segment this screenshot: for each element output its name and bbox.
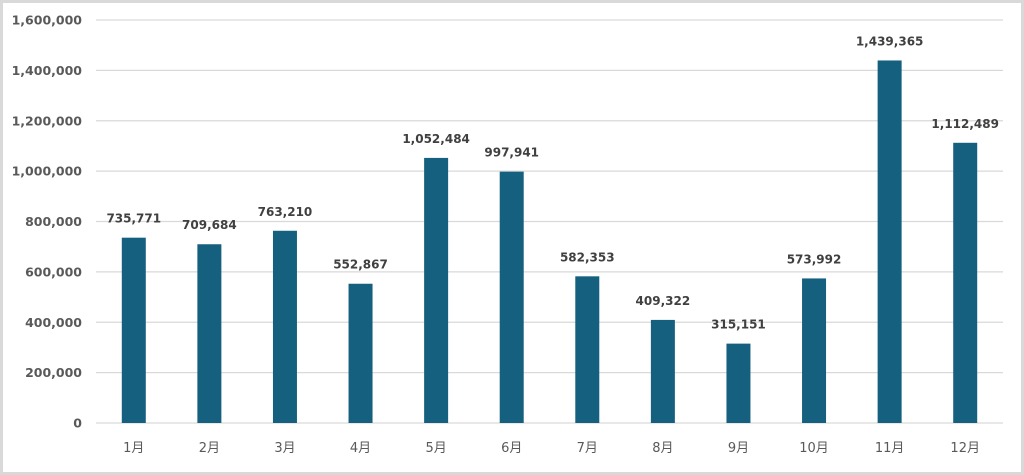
y-tick-label: 1,200,000 xyxy=(12,113,83,128)
bar xyxy=(953,142,978,423)
bar xyxy=(499,171,524,423)
x-tick-label: 12月 xyxy=(950,441,980,456)
data-label: 315,151 xyxy=(711,318,766,332)
bar xyxy=(650,319,675,423)
data-label: 997,941 xyxy=(484,146,539,160)
x-tick-label: 1月 xyxy=(123,441,144,456)
x-tick-label: 3月 xyxy=(274,441,295,456)
data-label: 1,112,489 xyxy=(931,117,999,131)
bar xyxy=(348,283,373,423)
data-label: 1,052,484 xyxy=(402,132,470,146)
y-tick-label: 400,000 xyxy=(25,315,82,330)
data-label: 709,684 xyxy=(182,218,237,232)
y-tick-label: 1,600,000 xyxy=(12,13,83,28)
data-label: 763,210 xyxy=(258,205,313,219)
x-tick-label: 11月 xyxy=(875,441,905,456)
x-tick-label: 8月 xyxy=(652,441,673,456)
x-tick-label: 4月 xyxy=(350,441,371,456)
bar xyxy=(802,278,827,423)
y-tick-label: 1,000,000 xyxy=(12,164,83,179)
data-label: 573,992 xyxy=(787,252,842,266)
y-tick-label: 600,000 xyxy=(25,264,82,279)
data-label: 735,771 xyxy=(106,212,161,226)
bar xyxy=(272,230,297,423)
x-tick-label: 2月 xyxy=(199,441,220,456)
x-tick-label: 6月 xyxy=(501,441,522,456)
x-tick-label: 7月 xyxy=(577,441,598,456)
y-tick-label: 200,000 xyxy=(25,365,82,380)
bar xyxy=(424,157,449,424)
x-tick-label: 5月 xyxy=(425,441,446,456)
x-tick-label: 10月 xyxy=(799,441,829,456)
bar xyxy=(575,276,600,423)
bar xyxy=(121,237,146,423)
bar xyxy=(197,244,222,423)
y-tick-label: 0 xyxy=(73,416,82,431)
bar xyxy=(726,343,751,423)
data-label: 1,439,365 xyxy=(856,34,924,48)
x-tick-label: 9月 xyxy=(728,441,749,456)
bar xyxy=(877,60,902,424)
y-tick-label: 1,400,000 xyxy=(12,63,83,78)
y-tick-label: 800,000 xyxy=(25,214,82,229)
data-label: 409,322 xyxy=(636,294,691,308)
data-label: 582,353 xyxy=(560,250,615,264)
data-label: 552,867 xyxy=(333,258,388,272)
